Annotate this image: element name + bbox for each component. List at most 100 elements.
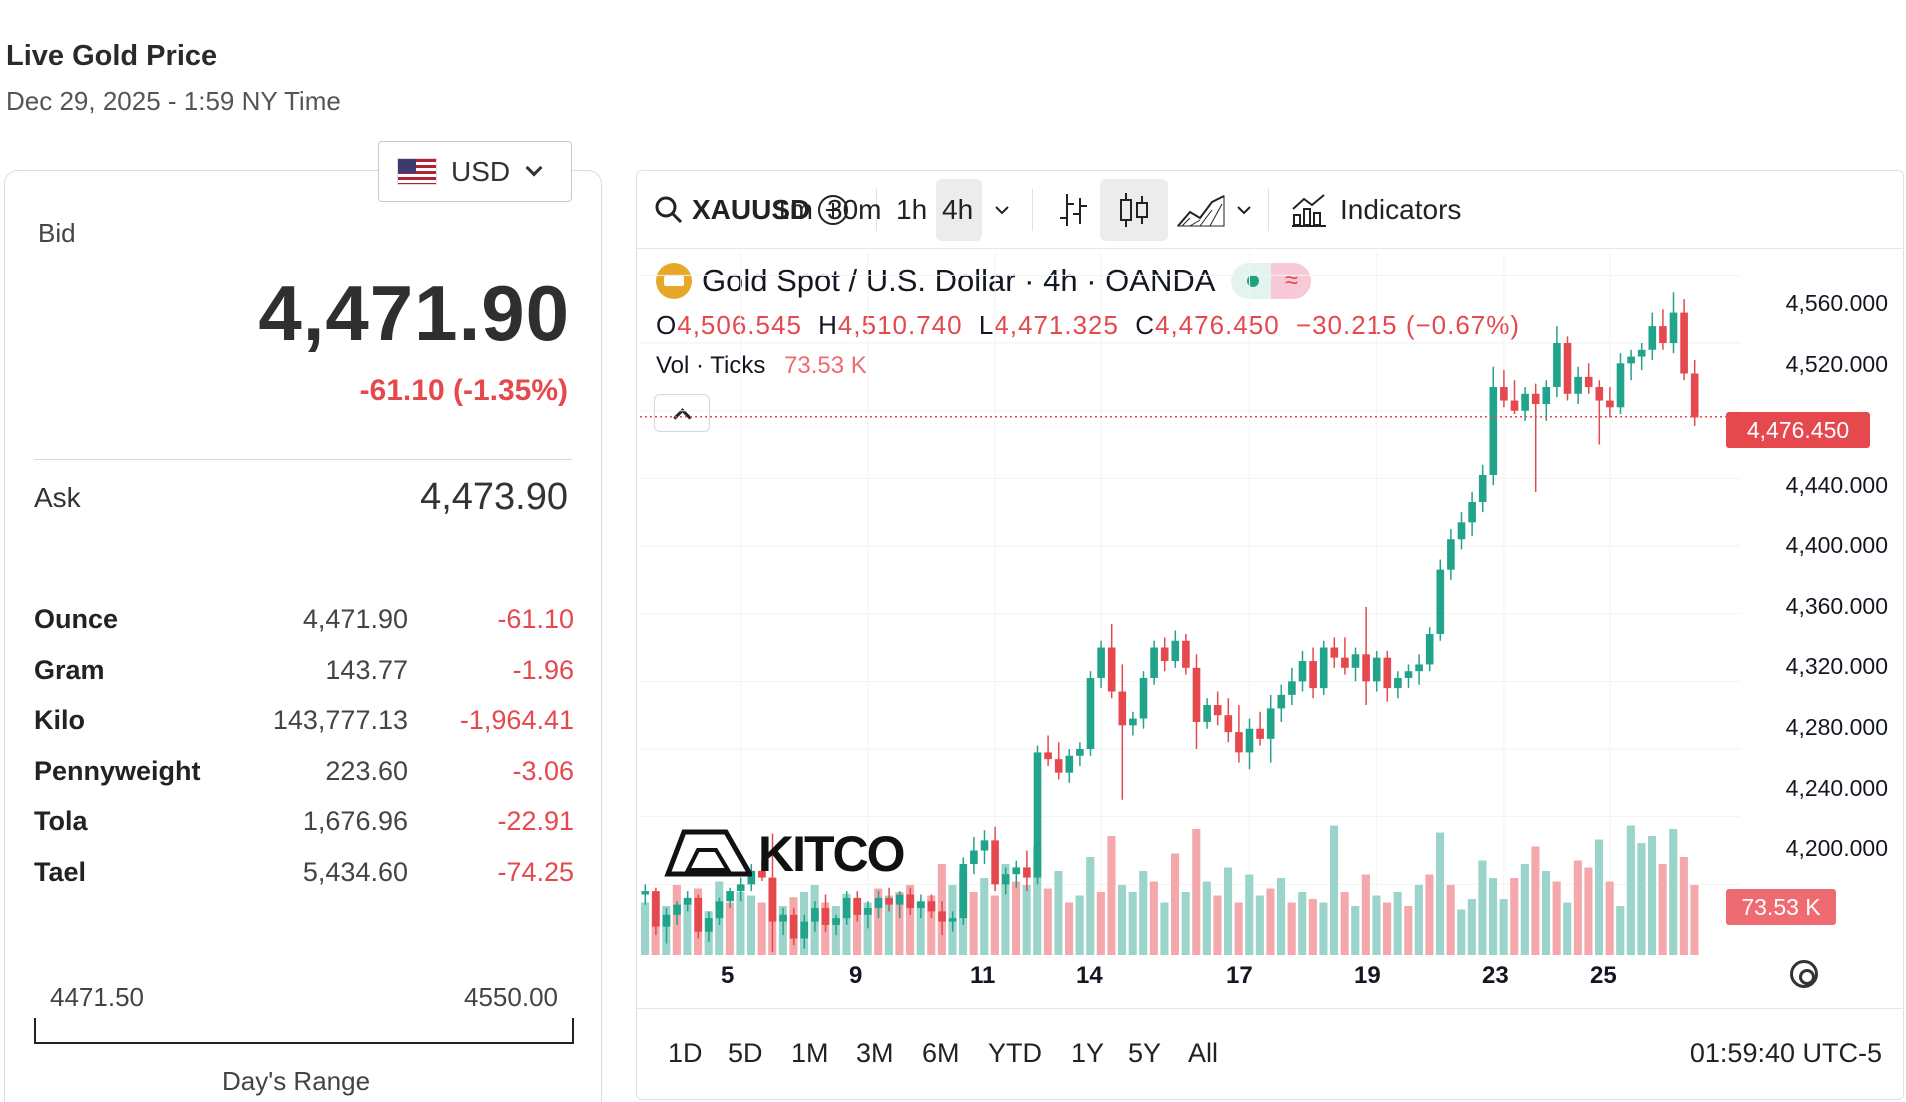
candles-chart-type-button[interactable] [1116,171,1152,249]
chart-type-dropdown[interactable] [1234,171,1254,249]
range-3m-button[interactable]: 3M [856,1038,894,1068]
candle-body [917,901,925,909]
volume-bar [1648,836,1657,955]
range-1m-button[interactable]: 1M [791,1038,829,1068]
volume-legend: Vol · Ticks 73.53 K [656,352,867,380]
us-flag-icon [397,158,437,185]
unit-price: 1,676.96 [302,806,408,837]
volume-bar [1351,906,1360,955]
volume-bar [1287,902,1296,955]
volume-bar [757,902,766,955]
candle-body [1510,400,1519,411]
interval-30m[interactable]: 30m [827,194,882,225]
candle-body [1033,752,1042,878]
range-1y-button[interactable]: 1Y [1071,1038,1105,1068]
interval-1m[interactable]: 1m [774,194,813,225]
chart-settings-gear-icon[interactable] [1790,960,1818,988]
candle-body [1447,539,1455,570]
unit-row-tael: Tael 5,434.60 -74.25 [34,857,574,908]
indicators-label: Indicators [1340,194,1462,225]
chart-panel [636,170,1904,1100]
candle-body [1086,677,1095,750]
volume-bar [1626,825,1635,955]
volume-bar [1255,895,1264,955]
interval-dropdown[interactable] [992,171,1012,249]
toolbar-divider [1032,189,1033,231]
currency-dropdown[interactable]: USD [378,141,572,202]
volume-bar [1277,878,1286,955]
volume-bar [1065,902,1074,955]
interval-1h[interactable]: 1h [896,194,928,225]
x-axis-tick: 23 [1482,962,1509,989]
gold-coin-icon [656,263,692,299]
candle-body [1150,647,1158,678]
candle-body [705,918,713,932]
low-value: 4,471.325 [994,310,1119,340]
range-ytd-button[interactable]: YTD [988,1038,1042,1068]
unit-price: 143.77 [325,654,408,685]
candle-body [927,901,936,912]
candle-body [1531,393,1540,404]
volume-bar [895,892,904,955]
candle-body [726,891,734,902]
interval-4h[interactable]: 4h [942,194,974,225]
x-axis-tick: 11 [970,962,996,989]
range-6m-button[interactable]: 6M [922,1038,960,1068]
candle-body [1351,654,1360,668]
indicators-button[interactable]: Indicators [1290,171,1461,249]
candle-body [874,897,883,909]
collapse-legend-button[interactable] [654,394,710,432]
candle-body [1065,755,1074,773]
candle-body [895,894,904,905]
y-axis-tick: 4,360.000 [1785,593,1888,619]
candle-body [1478,474,1487,503]
kitco-logo-mark-icon [664,829,752,877]
chevron-down-icon [1237,206,1251,215]
range-all-button[interactable]: All [1188,1038,1219,1068]
unit-row-kilo: Kilo 143,777.13 -1,964.41 [34,705,574,756]
unit-price: 4,471.90 [302,604,408,634]
range-5y-button[interactable]: 5Y [1128,1038,1162,1068]
volume-bar [1383,902,1392,955]
market-status-badge[interactable]: ≈ [1231,263,1312,299]
area-chart-type-button[interactable] [1176,171,1226,249]
range-5d-button[interactable]: 5D [728,1038,763,1068]
x-axis-tick: 14 [1076,962,1103,989]
unit-name: Pennyweight [34,755,201,786]
volume-value: 73.53 K [784,352,867,379]
volume-bar [1531,846,1540,955]
candle-body [1627,356,1635,364]
chevron-down-icon [995,206,1009,215]
indicators-icon [1292,194,1326,227]
candle-body [1372,657,1381,682]
chart-clock: 01:59:40 UTC-5 [1689,1038,1882,1068]
volume-bar [1404,906,1413,955]
interval-active-bg [936,179,982,241]
symbol-search[interactable]: XAUUSD [654,171,810,249]
volume-bar [1245,874,1254,955]
volume-bar [1520,864,1529,955]
volume-bar [1573,860,1582,955]
unit-change: -3.06 [512,755,574,786]
volume-bar [1361,874,1370,955]
time-range-bar [636,1008,1904,1098]
x-axis-tick: 17 [1226,962,1253,989]
y-axis-tick: 4,560.000 [1785,290,1888,316]
bid-change: -61.10 (-1.35%) [359,374,568,407]
page-title: Live Gold Price [6,40,218,72]
bar-chart-type-button[interactable] [1056,171,1090,249]
candle-body [1097,647,1105,678]
candle-body [800,921,809,939]
compare-symbol-button[interactable] [816,171,850,249]
candle-body [1171,640,1180,662]
unit-price: 223.60 [325,755,408,786]
candle-body [1584,376,1593,388]
change-value: −30.215 (−0.67%) [1295,310,1521,340]
volume-bar [1414,885,1423,955]
volume-bar [1213,895,1222,955]
candle-body [1224,715,1233,733]
candle-body [1457,522,1466,540]
range-1d-button[interactable]: 1D [668,1038,703,1068]
volume-bar [1298,892,1307,955]
